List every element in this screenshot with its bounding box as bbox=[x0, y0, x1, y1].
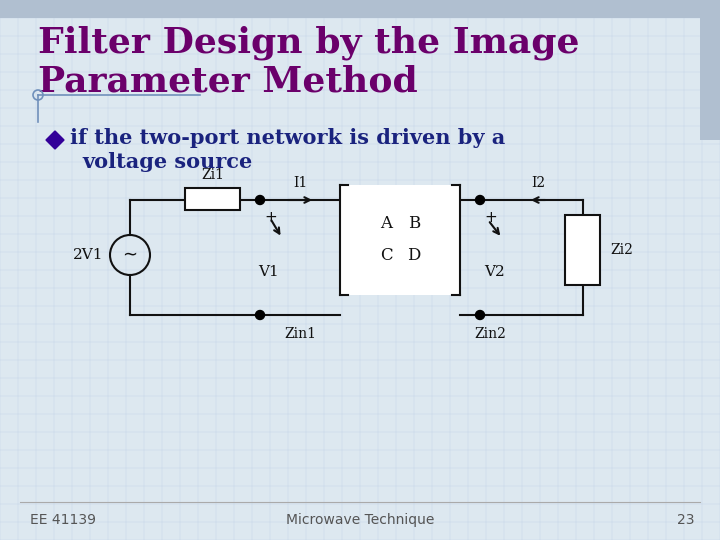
Text: I2: I2 bbox=[531, 176, 545, 190]
Text: ∼: ∼ bbox=[122, 246, 138, 264]
Bar bbox=[700, 0, 720, 140]
Bar bbox=[0, 0, 720, 18]
Text: C: C bbox=[379, 247, 392, 265]
Text: Zin2: Zin2 bbox=[474, 327, 506, 341]
Text: 23: 23 bbox=[678, 513, 695, 527]
Text: Zi2: Zi2 bbox=[610, 243, 633, 257]
Circle shape bbox=[256, 310, 264, 320]
Text: Zi1: Zi1 bbox=[201, 168, 224, 182]
Bar bbox=[185, 188, 240, 210]
Text: +: + bbox=[484, 210, 497, 225]
Text: D: D bbox=[408, 247, 420, 265]
Text: Zin1: Zin1 bbox=[284, 327, 316, 341]
Bar bbox=[340, 185, 460, 295]
Bar bbox=[565, 215, 600, 285]
Text: Microwave Technique: Microwave Technique bbox=[286, 513, 434, 527]
Circle shape bbox=[475, 195, 485, 205]
Text: +: + bbox=[264, 210, 276, 225]
Text: EE 41139: EE 41139 bbox=[30, 513, 96, 527]
Text: voltage source: voltage source bbox=[82, 152, 252, 172]
Text: V1: V1 bbox=[258, 265, 279, 279]
Text: A: A bbox=[380, 215, 392, 233]
Text: V2: V2 bbox=[484, 265, 505, 279]
Text: Parameter Method: Parameter Method bbox=[38, 64, 418, 98]
Text: Filter Design by the Image: Filter Design by the Image bbox=[38, 26, 580, 60]
Circle shape bbox=[256, 195, 264, 205]
Text: if the two-port network is driven by a: if the two-port network is driven by a bbox=[70, 128, 505, 148]
Polygon shape bbox=[46, 131, 64, 149]
Circle shape bbox=[475, 310, 485, 320]
Text: I1: I1 bbox=[293, 176, 307, 190]
Text: 2V1: 2V1 bbox=[73, 248, 103, 262]
Text: B: B bbox=[408, 215, 420, 233]
